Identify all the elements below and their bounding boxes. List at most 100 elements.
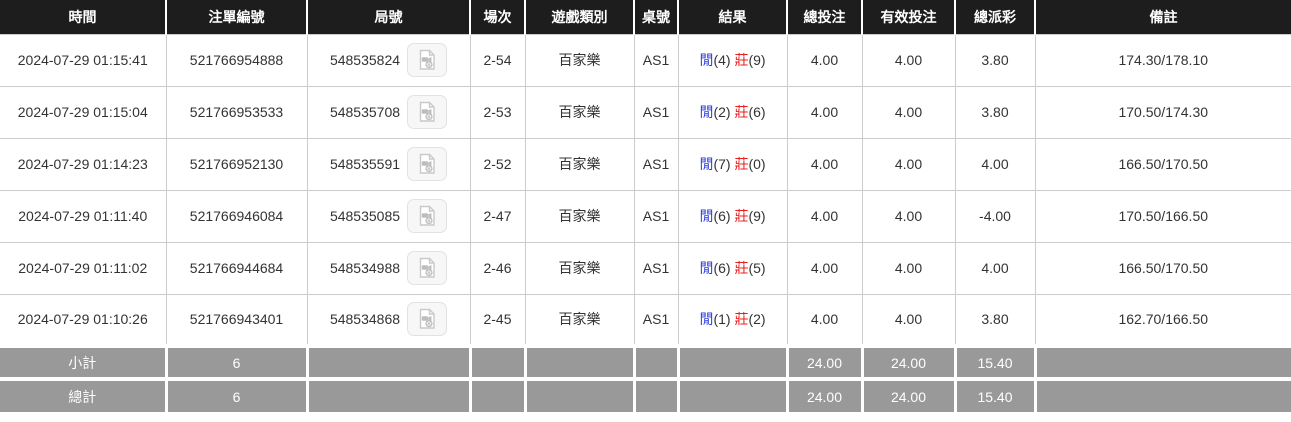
cell-game: 百家樂 bbox=[524, 293, 635, 347]
result-banker-label: 莊 bbox=[734, 52, 749, 68]
bet-row: 2024-07-29 01:11:02 521766944684 548534988… bbox=[0, 241, 1291, 295]
cell-game: 百家樂 bbox=[524, 189, 635, 243]
video-replay-icon bbox=[419, 49, 435, 70]
cell-time: 2024-07-29 01:15:04 bbox=[0, 85, 167, 139]
cell-valid_bet: 4.00 bbox=[861, 189, 956, 243]
footer-cell-result bbox=[678, 377, 789, 412]
result-banker-score: (6) bbox=[748, 104, 766, 120]
cell-table_no: AS1 bbox=[633, 189, 679, 243]
cell-game: 百家樂 bbox=[524, 137, 635, 191]
footer-cell-payout: 15.40 bbox=[955, 377, 1037, 412]
cell-bet_id: 521766954888 bbox=[165, 33, 308, 87]
result-banker-score: (2) bbox=[748, 311, 766, 328]
result-player-label: 閒 bbox=[699, 104, 714, 120]
footer-cell-time: 小計 bbox=[0, 344, 168, 379]
cell-bet_id: 521766944684 bbox=[165, 241, 308, 295]
result-player-label: 閒 bbox=[699, 260, 714, 276]
bet-row: 2024-07-29 01:14:23 521766952130 548535591… bbox=[0, 137, 1291, 191]
footer-cell-payout: 15.40 bbox=[955, 344, 1037, 379]
column-header-bet_id: 注單編號 bbox=[166, 0, 308, 34]
cell-time: 2024-07-29 01:14:23 bbox=[0, 137, 167, 191]
cell-payout: 4.00 bbox=[954, 241, 1036, 295]
cell-round: 548534868 bbox=[306, 293, 471, 347]
cell-total_bet: 4.00 bbox=[786, 85, 863, 139]
footer-cell-table_no bbox=[634, 344, 680, 379]
cell-bet_id: 521766943401 bbox=[165, 293, 308, 347]
bet-row: 2024-07-29 01:15:41 521766954888 548535824… bbox=[0, 33, 1291, 87]
cell-valid_bet: 4.00 bbox=[861, 241, 956, 295]
video-replay-button[interactable] bbox=[407, 95, 448, 129]
result-player-score: (4) bbox=[713, 52, 735, 68]
footer-cell-time: 總計 bbox=[0, 377, 168, 412]
cell-total_bet: 4.00 bbox=[786, 33, 863, 87]
result-player-label: 閒 bbox=[699, 156, 714, 172]
column-header-table_no: 桌號 bbox=[634, 0, 679, 34]
column-header-payout: 總派彩 bbox=[955, 0, 1036, 34]
cell-table_no: AS1 bbox=[633, 137, 679, 191]
cell-remark: 174.30/178.10 bbox=[1034, 33, 1291, 87]
cell-remark: 162.70/166.50 bbox=[1034, 293, 1291, 347]
bet-history-table: 時間 注單編號 局號 場次 遊戲類別 桌號 結果 總投注 有效投注 總派彩 備註 2024-07-2… bbox=[0, 0, 1291, 412]
cell-round: 548534988 bbox=[306, 241, 471, 295]
cell-table_no: AS1 bbox=[633, 241, 679, 295]
cell-time: 2024-07-29 01:10:26 bbox=[0, 293, 167, 347]
result-player-score: (7) bbox=[713, 156, 735, 172]
cell-result: 閒(7) 莊(0) bbox=[677, 137, 788, 191]
cell-game: 百家樂 bbox=[524, 241, 635, 295]
cell-remark: 170.50/174.30 bbox=[1034, 85, 1291, 139]
column-header-round: 局號 bbox=[307, 0, 471, 34]
column-header-time: 時間 bbox=[0, 0, 167, 34]
result-player-label: 閒 bbox=[699, 52, 714, 68]
result-banker-label: 莊 bbox=[734, 208, 749, 224]
round-cell-content: 548535708 bbox=[330, 95, 448, 129]
video-replay-button[interactable] bbox=[407, 43, 448, 77]
footer-cell-bet_id: 6 bbox=[166, 377, 309, 412]
video-replay-button[interactable] bbox=[407, 251, 448, 285]
column-header-remark: 備註 bbox=[1035, 0, 1291, 34]
cell-time: 2024-07-29 01:11:40 bbox=[0, 189, 167, 243]
cell-payout: 3.80 bbox=[954, 293, 1036, 347]
cell-game: 百家樂 bbox=[524, 33, 635, 87]
cell-time: 2024-07-29 01:11:02 bbox=[0, 241, 167, 295]
result-player-score: (2) bbox=[713, 104, 735, 120]
result-banker-label: 莊 bbox=[734, 104, 749, 120]
result-banker-label: 莊 bbox=[734, 156, 749, 172]
video-replay-button[interactable] bbox=[407, 147, 448, 181]
footer-cell-round bbox=[307, 344, 472, 379]
grand-total-row: 總計 6 24.00 24.00 15.40 bbox=[0, 377, 1291, 412]
round-cell-content: 548535085 bbox=[330, 199, 448, 233]
footer-cell-bet_id: 6 bbox=[166, 344, 309, 379]
cell-round: 548535085 bbox=[306, 189, 471, 243]
cell-payout: 4.00 bbox=[954, 137, 1036, 191]
round-number: 548534988 bbox=[329, 260, 401, 276]
video-replay-button[interactable] bbox=[407, 199, 448, 233]
footer-cell-result bbox=[678, 344, 789, 379]
cell-valid_bet: 4.00 bbox=[861, 85, 956, 139]
video-replay-icon bbox=[419, 309, 435, 329]
video-replay-icon bbox=[419, 205, 435, 226]
result-banker-score: (5) bbox=[748, 260, 766, 276]
cell-session: 2-52 bbox=[469, 137, 526, 191]
footer-cell-session bbox=[470, 344, 527, 379]
footer-cell-game bbox=[525, 344, 636, 379]
cell-payout: 3.80 bbox=[954, 33, 1036, 87]
footer-cell-table_no bbox=[634, 377, 680, 412]
footer-cell-total_bet: 24.00 bbox=[787, 377, 864, 412]
cell-payout: 3.80 bbox=[954, 85, 1036, 139]
cell-result: 閒(1) 莊(2) bbox=[677, 293, 788, 347]
cell-round: 548535591 bbox=[306, 137, 471, 191]
video-replay-button[interactable] bbox=[407, 302, 448, 337]
cell-payout: -4.00 bbox=[954, 189, 1036, 243]
result-player-score: (1) bbox=[713, 311, 735, 328]
video-replay-icon bbox=[419, 153, 435, 174]
subtotal-row: 小計 6 24.00 24.00 15.40 bbox=[0, 344, 1291, 379]
round-cell-content: 548534988 bbox=[329, 251, 448, 285]
cell-remark: 166.50/170.50 bbox=[1034, 241, 1291, 295]
result-player-score: (6) bbox=[713, 208, 735, 224]
cell-result: 閒(6) 莊(5) bbox=[677, 241, 788, 295]
round-cell-content: 548535824 bbox=[330, 43, 448, 77]
cell-session: 2-54 bbox=[469, 33, 526, 87]
cell-round: 548535824 bbox=[306, 33, 471, 87]
cell-result: 閒(2) 莊(6) bbox=[677, 85, 788, 139]
